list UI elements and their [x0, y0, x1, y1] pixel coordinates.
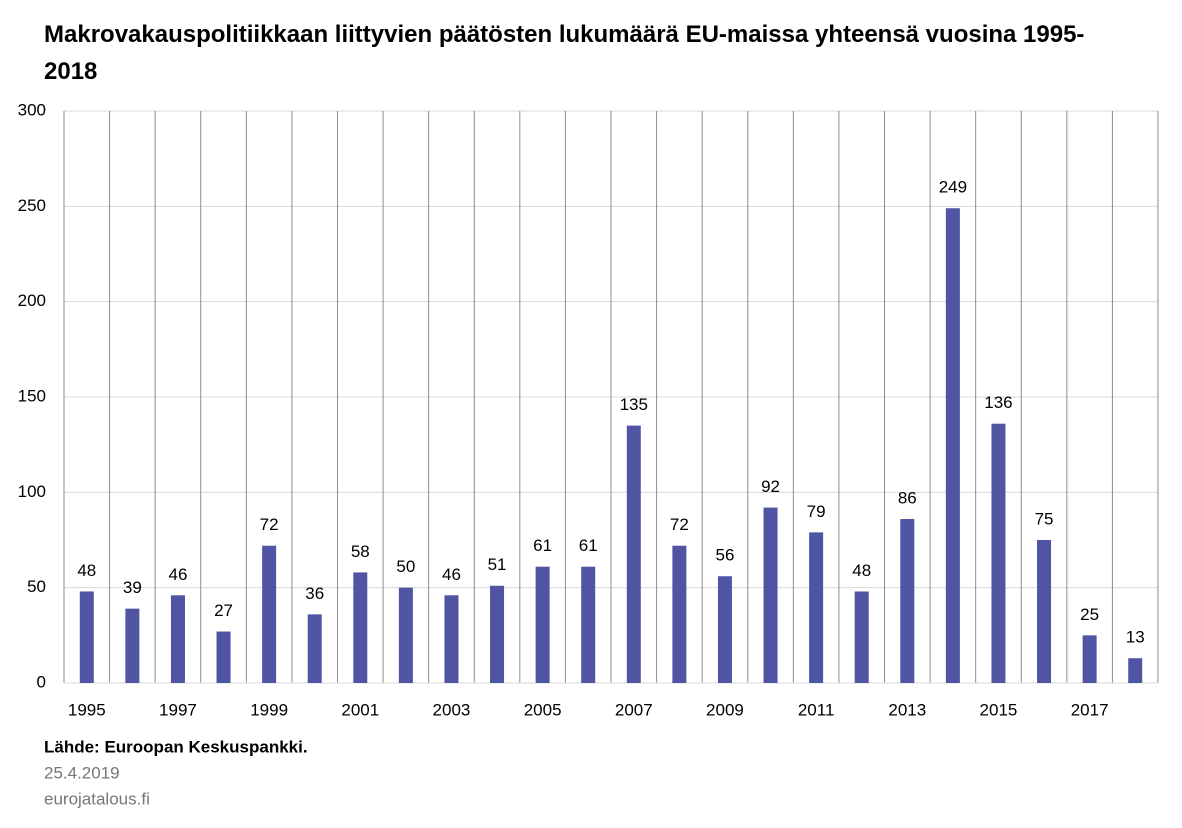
bar — [945, 208, 960, 684]
bar — [1037, 540, 1052, 683]
value-label: 61 — [579, 536, 598, 555]
value-label: 56 — [715, 546, 734, 565]
value-label: 61 — [533, 536, 552, 555]
bar — [262, 545, 277, 683]
bar — [535, 566, 550, 683]
y-tick-label: 50 — [27, 577, 46, 596]
value-label: 72 — [260, 515, 279, 534]
bar — [444, 595, 459, 683]
bar — [854, 591, 869, 683]
value-label: 79 — [807, 502, 826, 521]
value-label: 72 — [670, 515, 689, 534]
x-tick-label: 2003 — [433, 700, 471, 719]
bar — [900, 519, 915, 683]
bar — [991, 423, 1006, 683]
value-label: 86 — [898, 489, 917, 508]
value-label: 50 — [396, 557, 415, 576]
value-label: 51 — [488, 555, 507, 574]
y-tick-label: 0 — [37, 672, 46, 691]
value-label: 13 — [1126, 628, 1145, 647]
bar — [1082, 635, 1097, 683]
bar — [581, 566, 596, 683]
bar — [170, 595, 185, 683]
value-label: 58 — [351, 542, 370, 561]
bar — [809, 532, 824, 683]
source: Lähde: Euroopan Keskuspankki. — [44, 737, 308, 756]
bar — [398, 587, 413, 683]
value-label: 136 — [984, 393, 1012, 412]
x-tick-label: 1999 — [250, 700, 288, 719]
bar — [717, 576, 732, 683]
chart-title: Makrovakauspolitiikkaan liittyvien päätö… — [44, 21, 1085, 85]
value-label: 27 — [214, 601, 233, 620]
bar — [216, 631, 231, 683]
bar — [353, 572, 368, 683]
value-label: 25 — [1080, 605, 1099, 624]
bar — [1128, 658, 1143, 683]
value-label: 39 — [123, 578, 142, 597]
bar — [763, 507, 778, 683]
website: eurojatalous.fi — [44, 789, 150, 808]
bar — [490, 585, 505, 683]
value-label: 46 — [442, 565, 461, 584]
x-tick-label: 2011 — [798, 700, 835, 719]
x-tick-label: 1997 — [159, 700, 197, 719]
x-tick-label: 2017 — [1071, 700, 1109, 719]
bar — [672, 545, 687, 683]
x-tick-label: 2009 — [706, 700, 744, 719]
bar — [307, 614, 322, 683]
value-label: 92 — [761, 477, 780, 496]
value-label: 48 — [852, 561, 871, 580]
y-tick-label: 100 — [18, 482, 46, 501]
y-tick-label: 250 — [18, 196, 46, 215]
y-tick-label: 200 — [18, 291, 46, 310]
date: 25.4.2019 — [44, 763, 120, 782]
value-label: 36 — [305, 584, 324, 603]
value-label: 46 — [168, 565, 187, 584]
x-tick-label: 1995 — [68, 700, 106, 719]
x-tick-label: 2001 — [341, 700, 379, 719]
bar — [626, 425, 641, 683]
y-tick-label: 150 — [18, 386, 46, 405]
value-label: 249 — [939, 178, 967, 197]
bar — [79, 591, 94, 683]
x-tick-label: 2005 — [524, 700, 562, 719]
bar — [125, 608, 140, 683]
x-tick-label: 2007 — [615, 700, 653, 719]
y-tick-label: 300 — [18, 100, 46, 119]
x-tick-label: 2013 — [888, 700, 926, 719]
value-label: 48 — [77, 561, 96, 580]
x-tick-label: 2015 — [980, 700, 1018, 719]
value-label: 75 — [1035, 509, 1054, 528]
value-label: 135 — [620, 395, 648, 414]
